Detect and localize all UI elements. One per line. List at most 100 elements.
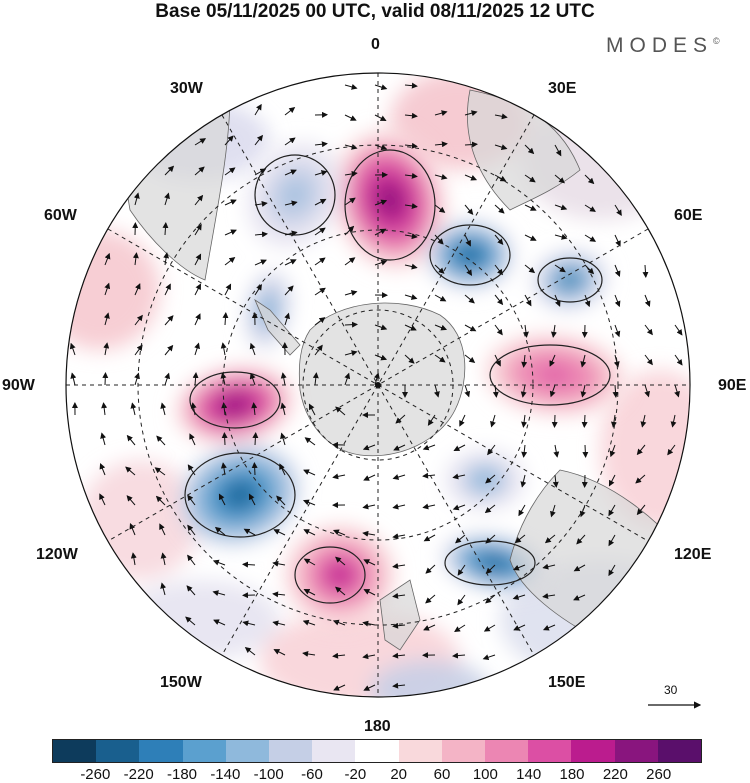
wind-vector — [580, 354, 587, 368]
wind-vector — [584, 204, 596, 212]
wind-vector — [284, 169, 297, 176]
wind-vector — [276, 495, 286, 506]
wind-vector — [584, 294, 591, 308]
wind-vector — [549, 354, 556, 367]
anomaly-level — [477, 474, 493, 486]
wind-vector — [433, 384, 440, 398]
wind-vector — [280, 402, 287, 416]
reference-vector-label: 30 — [664, 683, 678, 697]
wind-vector — [404, 142, 418, 149]
negative-anomaly-indian-ocean — [532, 249, 608, 311]
wind-vector — [362, 503, 376, 510]
wind-vector — [404, 172, 418, 179]
wind-vector — [190, 402, 197, 416]
wind-vector — [129, 522, 136, 536]
lon-label-180: 180 — [364, 718, 391, 735]
colorbar-tick-label: -220 — [123, 766, 154, 783]
wind-vector — [374, 259, 388, 266]
colorbar-swatch — [355, 740, 399, 762]
wind-vector — [373, 372, 380, 386]
wind-vector — [254, 200, 268, 207]
wind-vector — [273, 649, 286, 656]
wind-vector — [464, 141, 478, 148]
wind-vector — [164, 165, 175, 176]
wind-vector — [554, 233, 568, 240]
wind-vector — [344, 290, 358, 296]
wind-vector — [303, 558, 316, 566]
wind-vector — [224, 199, 237, 206]
lon-label-0: 0 — [371, 36, 380, 53]
wind-vector — [103, 342, 110, 356]
colorbar-swatch — [53, 740, 97, 762]
wind-vector — [454, 624, 466, 633]
wind-vector — [518, 504, 526, 517]
wind-vector — [374, 84, 388, 91]
wind-vector — [514, 534, 526, 544]
wind-vector — [130, 402, 137, 416]
brand-text: MODES — [606, 34, 714, 57]
wind-vector — [254, 168, 267, 176]
wind-vector — [284, 137, 296, 146]
wind-vector — [581, 414, 588, 428]
wind-vector — [99, 493, 106, 506]
wind-vector — [102, 372, 109, 386]
wind-vector — [485, 564, 496, 574]
wind-vector — [69, 342, 76, 356]
wind-vector — [614, 234, 621, 247]
wind-vector — [521, 354, 528, 368]
wind-vector — [512, 564, 526, 571]
wind-vector — [464, 234, 471, 247]
wind-vector — [549, 384, 556, 398]
wind-vector — [464, 384, 471, 398]
anomaly-level — [223, 397, 247, 413]
wind-vector — [160, 552, 167, 566]
wind-vector — [494, 324, 503, 336]
wind-vector — [186, 585, 196, 596]
wind-vector — [344, 114, 357, 121]
wind-vector — [485, 534, 496, 544]
wind-vector — [494, 204, 505, 214]
wind-vector — [160, 582, 167, 596]
contour-line — [294, 546, 366, 604]
wind-vector — [284, 259, 297, 266]
wind-vector — [164, 315, 174, 326]
wind-vector — [312, 372, 319, 386]
wind-vector — [640, 414, 647, 428]
wind-vector — [550, 324, 557, 338]
wind-vector — [302, 619, 316, 626]
wind-vector — [457, 594, 466, 606]
wind-vector — [642, 264, 649, 278]
wind-vector — [542, 593, 556, 599]
wind-vector — [392, 563, 406, 569]
wind-vector — [392, 533, 406, 540]
wind-vector — [464, 174, 478, 181]
colorbar-tick-label: -100 — [253, 766, 284, 783]
wind-vector — [220, 342, 227, 356]
wind-vector — [550, 504, 556, 518]
wind-vector — [284, 312, 290, 326]
wind-vector — [164, 372, 171, 386]
wind-vector — [104, 252, 111, 266]
wind-vector — [485, 474, 496, 484]
wind-vector — [154, 467, 166, 476]
wind-vector — [249, 372, 256, 386]
wind-vector — [464, 110, 478, 117]
wind-vector — [636, 444, 646, 456]
wind-vector — [335, 586, 346, 596]
wind-vector — [248, 493, 256, 506]
colorbar-swatch — [96, 740, 140, 762]
wind-vector — [674, 354, 683, 366]
wind-vector — [344, 321, 358, 328]
wind-vector — [374, 324, 388, 331]
wind-vector — [344, 143, 358, 150]
wind-vector — [554, 204, 568, 211]
wind-vector — [213, 619, 226, 626]
colorbar-swatch — [657, 740, 702, 762]
lon-label-150e: 150E — [548, 674, 586, 691]
wind-vector — [404, 233, 418, 240]
anomaly-level — [541, 366, 569, 384]
colorbar-swatch — [269, 740, 313, 762]
wind-vector — [279, 463, 286, 476]
wind-vector — [485, 594, 496, 604]
